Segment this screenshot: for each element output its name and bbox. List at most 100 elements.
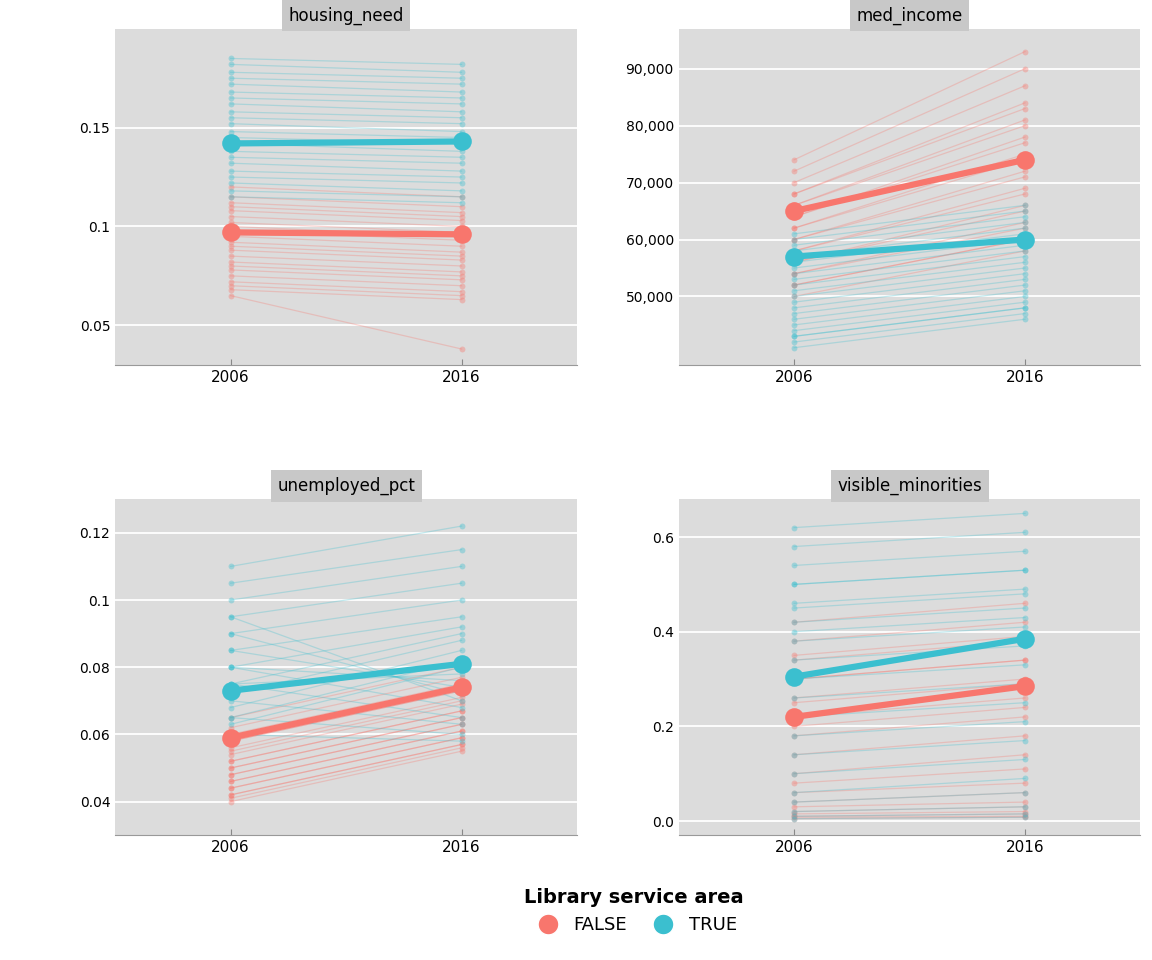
Point bbox=[1016, 695, 1034, 710]
Point bbox=[453, 686, 471, 702]
Point bbox=[221, 747, 240, 762]
Point bbox=[453, 169, 471, 184]
Point bbox=[221, 238, 240, 253]
Point bbox=[453, 124, 471, 139]
Point bbox=[1016, 231, 1034, 247]
Point bbox=[785, 204, 803, 219]
Point bbox=[453, 90, 471, 106]
Point bbox=[785, 277, 803, 293]
Point bbox=[785, 600, 803, 615]
Point bbox=[221, 110, 240, 126]
Point bbox=[785, 266, 803, 281]
Title: housing_need: housing_need bbox=[288, 7, 404, 25]
Point bbox=[221, 693, 240, 708]
Point bbox=[221, 727, 240, 742]
Point bbox=[1016, 78, 1034, 93]
Point bbox=[221, 730, 240, 745]
Point bbox=[1016, 198, 1034, 213]
Point bbox=[453, 673, 471, 688]
Point bbox=[1016, 198, 1034, 213]
Point bbox=[221, 609, 240, 624]
Point bbox=[221, 643, 240, 659]
Point bbox=[785, 808, 803, 824]
Point bbox=[785, 785, 803, 801]
Point bbox=[1016, 231, 1034, 247]
Point bbox=[785, 648, 803, 663]
Point bbox=[785, 243, 803, 258]
Point bbox=[785, 747, 803, 762]
Point bbox=[453, 684, 471, 699]
Point bbox=[1016, 543, 1034, 559]
Title: unemployed_pct: unemployed_pct bbox=[278, 477, 415, 495]
Point bbox=[1016, 619, 1034, 635]
Point bbox=[221, 243, 240, 258]
Point bbox=[785, 766, 803, 781]
Point bbox=[785, 709, 803, 725]
Point bbox=[785, 669, 803, 684]
Point bbox=[453, 238, 471, 253]
Point bbox=[221, 774, 240, 789]
Point bbox=[221, 203, 240, 218]
Point bbox=[221, 135, 240, 151]
Point bbox=[1016, 776, 1034, 791]
Point bbox=[221, 660, 240, 675]
Point bbox=[221, 676, 240, 691]
Point bbox=[221, 258, 240, 274]
Point bbox=[221, 676, 240, 691]
Point bbox=[785, 808, 803, 824]
Point bbox=[221, 710, 240, 726]
Point bbox=[221, 787, 240, 803]
Point bbox=[785, 186, 803, 202]
Point bbox=[453, 670, 471, 685]
Point bbox=[221, 727, 240, 742]
Point bbox=[1016, 289, 1034, 304]
Point bbox=[785, 306, 803, 322]
Point bbox=[785, 266, 803, 281]
Point bbox=[453, 163, 471, 179]
Point bbox=[785, 539, 803, 554]
Point bbox=[785, 719, 803, 734]
Point bbox=[221, 684, 240, 699]
Point bbox=[785, 766, 803, 781]
Point bbox=[1016, 600, 1034, 615]
Point bbox=[1016, 676, 1034, 691]
Point bbox=[221, 199, 240, 214]
Point bbox=[1016, 506, 1034, 521]
Point bbox=[1016, 563, 1034, 578]
Point bbox=[785, 614, 803, 630]
Point bbox=[785, 811, 803, 827]
Point bbox=[1016, 634, 1034, 649]
Point bbox=[453, 710, 471, 726]
Point bbox=[221, 124, 240, 139]
Point bbox=[785, 634, 803, 649]
Point bbox=[221, 275, 240, 290]
Point bbox=[1016, 785, 1034, 801]
Point bbox=[221, 282, 240, 298]
Point bbox=[221, 144, 240, 159]
Point bbox=[785, 709, 803, 725]
Point bbox=[453, 684, 471, 699]
Point bbox=[785, 254, 803, 270]
Point bbox=[785, 231, 803, 247]
Point bbox=[453, 693, 471, 708]
Point bbox=[1016, 808, 1034, 824]
Legend: FALSE, TRUE: FALSE, TRUE bbox=[516, 881, 751, 942]
Point bbox=[1016, 204, 1034, 219]
Point bbox=[785, 254, 803, 270]
Point bbox=[453, 660, 471, 675]
Point bbox=[453, 272, 471, 287]
Point bbox=[785, 624, 803, 639]
Point bbox=[221, 195, 240, 210]
Point bbox=[1016, 95, 1034, 110]
Point bbox=[453, 288, 471, 303]
Point bbox=[453, 189, 471, 204]
Point bbox=[453, 219, 471, 234]
Point bbox=[1016, 771, 1034, 786]
Point bbox=[221, 643, 240, 659]
Point bbox=[453, 518, 471, 534]
Point bbox=[1016, 231, 1034, 247]
Point bbox=[453, 84, 471, 100]
Point bbox=[1016, 690, 1034, 706]
Point bbox=[221, 710, 240, 726]
Point bbox=[221, 262, 240, 277]
